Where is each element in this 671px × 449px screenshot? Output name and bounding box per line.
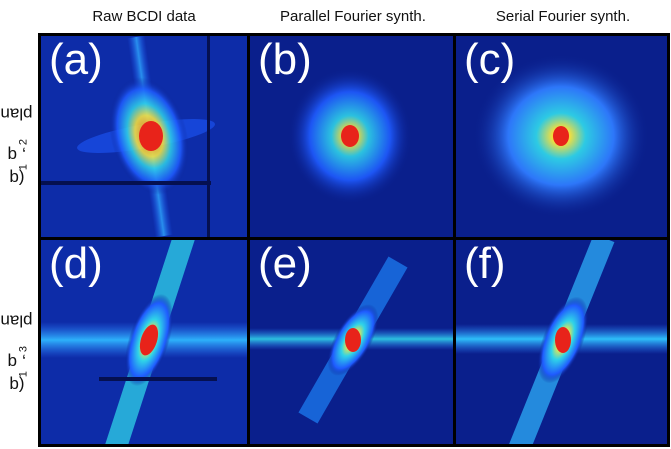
panel-b: (b) bbox=[250, 36, 453, 237]
diffraction-image-a bbox=[41, 36, 247, 237]
panel-label-c: (c) bbox=[464, 36, 516, 84]
panel-label-d: (d) bbox=[49, 240, 103, 288]
panel-label-f: (f) bbox=[464, 240, 506, 288]
diffraction-image-f bbox=[456, 240, 667, 444]
panel-label-b: (b) bbox=[258, 36, 312, 84]
panel-f: (f) bbox=[456, 240, 667, 444]
panel-e: (e) bbox=[250, 240, 453, 444]
row-title-q1-q2: (q1, q2) plane bbox=[0, 103, 43, 188]
column-title-parallel: Parallel Fourier synth. bbox=[280, 8, 426, 25]
panel-label-a: (a) bbox=[49, 36, 103, 84]
figure-grid: (a) (b) bbox=[38, 33, 670, 447]
row-title-q1-q3: (q1, q3) plane bbox=[0, 311, 43, 396]
panel-d: (d) bbox=[41, 240, 247, 444]
diffraction-image-d bbox=[41, 240, 247, 444]
diffraction-image-e bbox=[250, 256, 453, 424]
diffraction-image-c bbox=[473, 54, 649, 218]
column-title-raw: Raw BCDI data bbox=[92, 8, 196, 25]
diffraction-image-b bbox=[288, 68, 412, 204]
panel-label-e: (e) bbox=[258, 240, 312, 288]
panel-a: (a) bbox=[41, 36, 247, 237]
panel-c: (c) bbox=[456, 36, 667, 237]
column-title-serial: Serial Fourier synth. bbox=[495, 8, 631, 25]
